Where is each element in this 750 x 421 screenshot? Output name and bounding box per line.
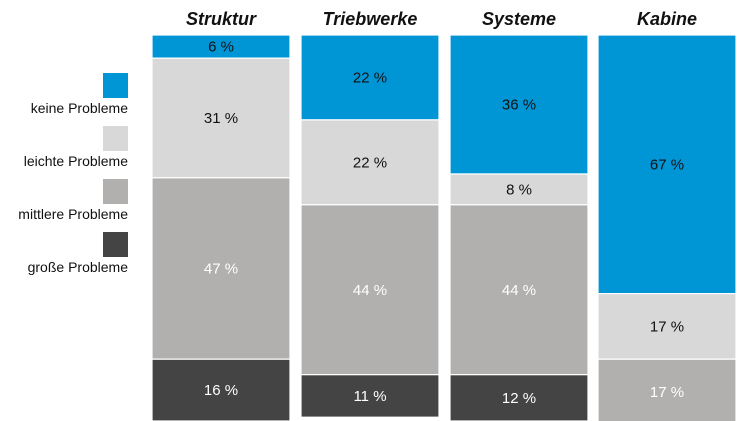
bar-segment-grosse-probleme	[449, 374, 589, 421]
legend-label: mittlere Probleme	[18, 206, 128, 222]
legend-swatch	[103, 179, 128, 204]
data-label: 11 %	[353, 388, 386, 405]
data-label: 6 %	[208, 39, 234, 56]
bar-segment-grosse-probleme	[151, 358, 291, 421]
bar-segment-keine-probleme	[597, 34, 737, 295]
legend-item-grosse-probleme: große Probleme	[28, 232, 129, 275]
bar-segment-leichte-probleme	[449, 173, 589, 206]
bar-segment-grosse-probleme	[300, 374, 440, 418]
legend-swatch	[103, 73, 128, 98]
column-title: Kabine	[637, 9, 697, 29]
legend-swatch	[103, 232, 128, 257]
data-label: 36 %	[502, 97, 536, 114]
data-label: 8 %	[506, 181, 532, 198]
column-title: Struktur	[186, 9, 257, 29]
data-label: 47 %	[204, 261, 238, 278]
data-label: 16 %	[204, 382, 238, 399]
legend-label: keine Probleme	[31, 100, 128, 116]
bar-segment-leichte-probleme	[300, 119, 440, 206]
bar-segment-keine-probleme	[300, 34, 440, 121]
legend-swatch	[103, 126, 128, 151]
bar-segment-mittlere-probleme	[449, 204, 589, 376]
data-label: 17 %	[650, 318, 684, 335]
bar-segment-leichte-probleme	[151, 57, 291, 179]
bar-segment-mittlere-probleme	[300, 204, 440, 376]
data-label: 44 %	[353, 282, 387, 299]
data-label: 17 %	[650, 384, 684, 401]
column-struktur: Struktur 6 % 31 % 47 % 16 %	[151, 9, 291, 421]
column-triebwerke: Triebwerke 22 % 22 % 44 % 11 %	[300, 9, 440, 418]
column-title: Triebwerke	[323, 9, 418, 29]
column-systeme: Systeme 36 % 8 % 44 % 12 %	[449, 9, 589, 421]
data-label: 22 %	[353, 154, 387, 171]
data-label: 67 %	[650, 156, 684, 173]
bar-segment-keine-probleme	[449, 34, 589, 175]
chart-columns: Struktur 6 % 31 % 47 % 16 % Triebwerke 22 % 22 …	[151, 9, 737, 421]
data-label: 22 %	[353, 70, 387, 87]
data-label: 12 %	[502, 390, 536, 407]
bar-segment-mittlere-probleme	[597, 358, 737, 421]
data-label: 44 %	[502, 282, 536, 299]
legend-label: große Probleme	[28, 259, 129, 275]
legend-item-keine-probleme: keine Probleme	[31, 73, 128, 116]
bar-segment-mittlere-probleme	[151, 177, 291, 360]
column-title: Systeme	[482, 9, 556, 29]
legend: keine Probleme leichte Probleme mittlere P…	[18, 73, 128, 275]
legend-label: leichte Probleme	[24, 153, 128, 169]
column-kabine: Kabine 67 % 17 % 17 %	[597, 9, 737, 421]
bar-segment-leichte-probleme	[597, 293, 737, 360]
legend-item-leichte-probleme: leichte Probleme	[24, 126, 128, 169]
data-label: 31 %	[204, 110, 238, 127]
legend-item-mittlere-probleme: mittlere Probleme	[18, 179, 128, 222]
